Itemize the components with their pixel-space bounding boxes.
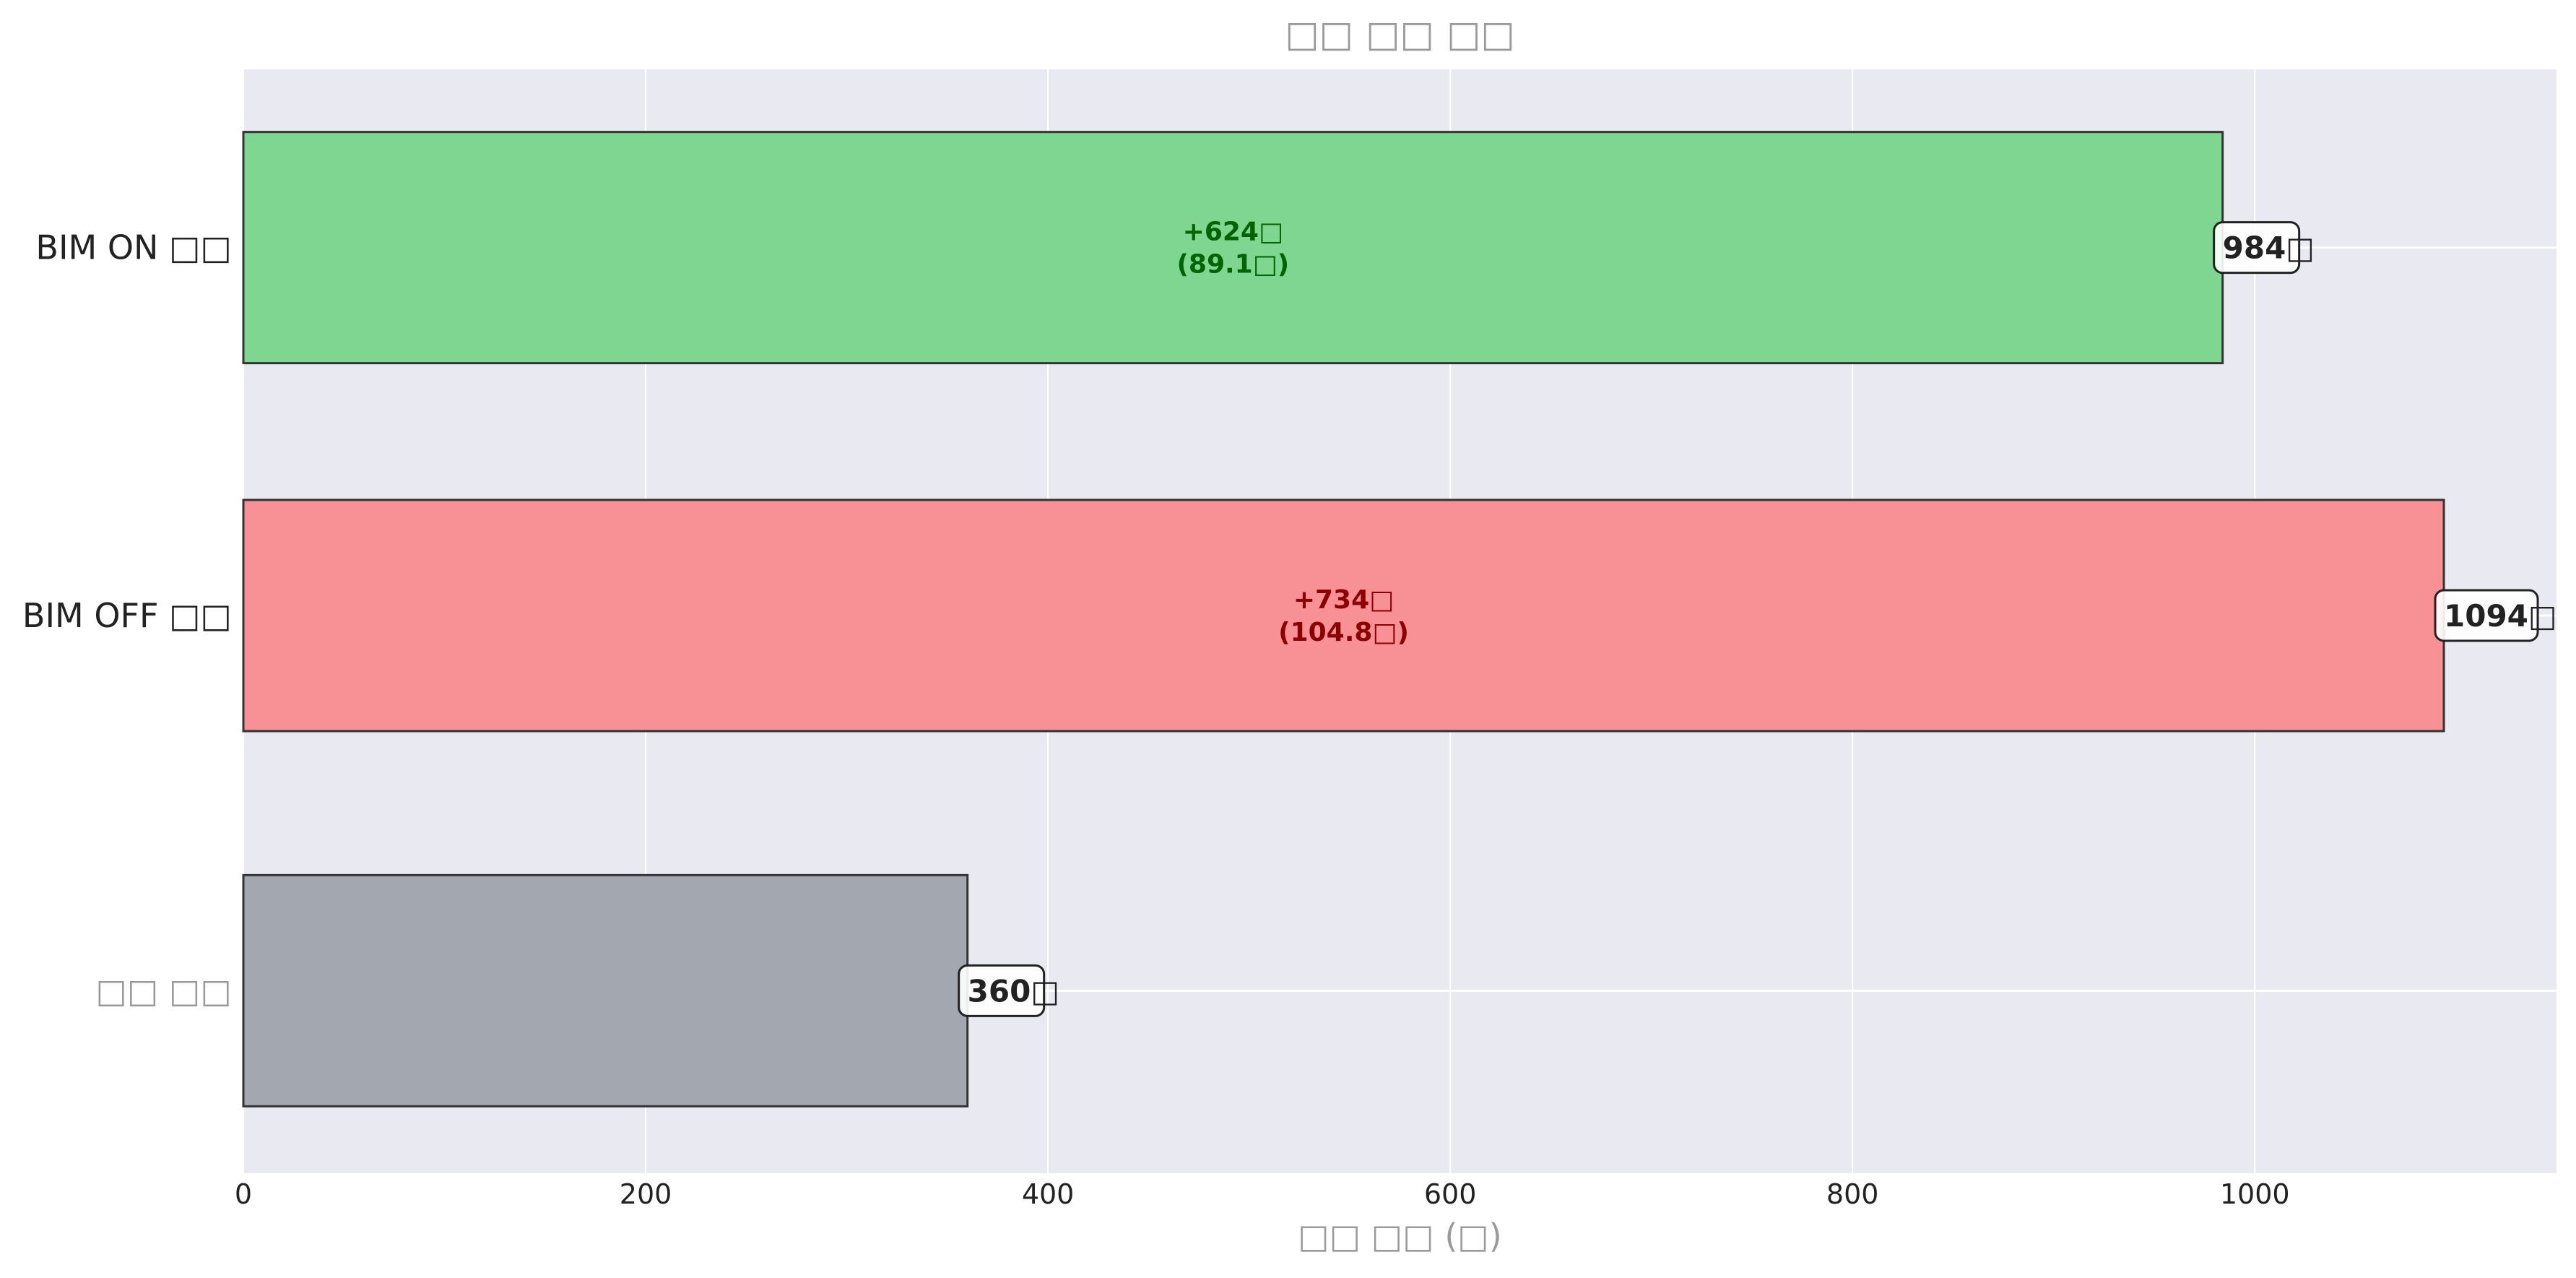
bar-1 (242, 498, 2445, 733)
x-tick-label-600: 600 (1424, 1178, 1477, 1210)
diff-annotation-line2-0: (89.1□) (1176, 250, 1289, 280)
value-label-box-0 (2213, 221, 2301, 275)
value-label-1: 1094□ (2444, 598, 2557, 634)
x-tick-label-200: 200 (620, 1178, 672, 1210)
y-tick-label-0: BIM ON □□ (35, 228, 232, 267)
value-label-2: 360□ (968, 973, 1059, 1009)
x-tick-label-800: 800 (1826, 1178, 1879, 1210)
x-tick-label-400: 400 (1022, 1178, 1075, 1210)
y-tick-label-2: □□ □□ (96, 971, 232, 1010)
value-label-box-1 (2434, 589, 2539, 642)
bar-0 (242, 131, 2224, 365)
x-tick-label-0: 0 (235, 1178, 252, 1210)
y-tick-label-1: BIM OFF □□ (22, 596, 232, 635)
x-axis-label: □□ □□ (□) (1298, 1217, 1501, 1256)
diff-annotation-line1-1: +734□ (1293, 585, 1394, 615)
value-label-0: 984□ (2223, 230, 2315, 266)
bar-2 (242, 873, 969, 1108)
value-label-box-2 (958, 964, 1046, 1017)
x-tick-label-1000: 1000 (2220, 1178, 2290, 1210)
diff-annotation-line1-0: +624□ (1183, 217, 1283, 247)
chart-title: □□ □□ □□ (1285, 13, 1514, 55)
diff-annotation-line2-1: (104.8□) (1278, 618, 1409, 647)
